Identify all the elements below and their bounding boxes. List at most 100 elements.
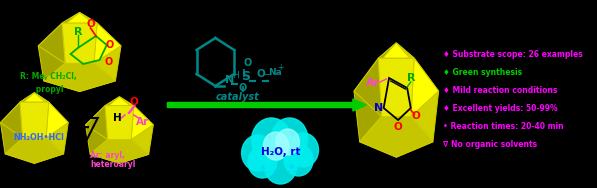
Polygon shape	[79, 12, 121, 46]
Circle shape	[264, 148, 297, 184]
Polygon shape	[38, 12, 79, 46]
Text: O: O	[104, 57, 113, 67]
Polygon shape	[85, 106, 107, 140]
Polygon shape	[354, 43, 396, 91]
Text: S: S	[241, 70, 250, 83]
Text: Ar: Ar	[366, 78, 380, 88]
Circle shape	[248, 146, 277, 178]
Text: ♦ Excellent yields: 50-99%: ♦ Excellent yields: 50-99%	[444, 104, 558, 113]
Text: -: -	[257, 168, 260, 177]
Polygon shape	[90, 140, 149, 163]
Polygon shape	[94, 46, 121, 81]
Polygon shape	[20, 93, 49, 102]
Polygon shape	[23, 138, 46, 163]
Polygon shape	[35, 138, 64, 163]
Circle shape	[263, 132, 288, 160]
Text: −: −	[263, 70, 270, 79]
Text: O: O	[239, 83, 247, 93]
Polygon shape	[90, 140, 119, 163]
Text: H: H	[113, 113, 122, 123]
Circle shape	[242, 135, 274, 171]
Text: ♦ Green synthesis: ♦ Green synthesis	[444, 68, 522, 77]
Polygon shape	[1, 123, 23, 154]
Polygon shape	[131, 125, 153, 154]
Text: ∇ No organic solvents: ∇ No organic solvents	[444, 140, 537, 149]
Polygon shape	[396, 117, 433, 157]
Polygon shape	[354, 58, 381, 117]
Polygon shape	[378, 58, 414, 117]
Text: *: *	[260, 165, 265, 175]
Polygon shape	[1, 93, 35, 123]
Polygon shape	[5, 138, 64, 163]
Text: Na: Na	[268, 68, 282, 77]
Polygon shape	[381, 117, 411, 157]
Text: N: N	[374, 103, 384, 113]
Text: O: O	[256, 69, 265, 79]
Text: O: O	[412, 111, 421, 121]
Polygon shape	[378, 43, 414, 58]
Polygon shape	[107, 140, 131, 163]
Polygon shape	[46, 102, 68, 138]
Text: O: O	[394, 122, 402, 132]
Polygon shape	[94, 23, 121, 63]
Polygon shape	[1, 102, 23, 138]
Polygon shape	[359, 117, 396, 157]
FancyArrow shape	[167, 99, 367, 111]
Text: +: +	[75, 119, 90, 137]
Polygon shape	[85, 97, 119, 125]
Text: • Reaction times: 20-40 min: • Reaction times: 20-40 min	[444, 122, 564, 131]
Polygon shape	[119, 140, 149, 163]
Polygon shape	[411, 91, 439, 142]
Text: H: H	[232, 71, 238, 80]
Text: catalyst: catalyst	[215, 92, 259, 102]
Polygon shape	[65, 63, 94, 92]
Polygon shape	[119, 97, 153, 125]
Text: heteroaryl: heteroaryl	[91, 160, 136, 169]
Text: O: O	[244, 58, 252, 68]
Text: R: Me, CH₂Cl,
      propyl: R: Me, CH₂Cl, propyl	[20, 73, 76, 94]
Text: R: R	[73, 27, 82, 37]
Text: O: O	[86, 19, 95, 29]
Text: O: O	[105, 40, 113, 50]
Text: *: *	[288, 164, 294, 174]
Text: Ar: aryl,: Ar: aryl,	[91, 151, 125, 160]
Circle shape	[272, 118, 307, 158]
Polygon shape	[38, 23, 65, 63]
Text: -: -	[286, 167, 289, 176]
Text: O: O	[130, 97, 139, 107]
Polygon shape	[46, 123, 68, 154]
Polygon shape	[44, 63, 115, 92]
Polygon shape	[85, 125, 107, 154]
Polygon shape	[105, 97, 134, 106]
Text: Ar: Ar	[136, 117, 149, 127]
Polygon shape	[359, 117, 433, 157]
Circle shape	[288, 133, 318, 167]
Text: N: N	[225, 75, 235, 85]
Polygon shape	[35, 93, 68, 123]
Circle shape	[276, 129, 300, 155]
Polygon shape	[5, 138, 35, 163]
Polygon shape	[131, 106, 153, 140]
Text: -: -	[294, 167, 297, 176]
Polygon shape	[44, 63, 79, 92]
Polygon shape	[79, 63, 115, 92]
Text: -: -	[271, 173, 274, 182]
Text: *: *	[273, 168, 279, 181]
Text: ♦ Substrate scope: 26 examples: ♦ Substrate scope: 26 examples	[444, 50, 583, 59]
Circle shape	[251, 118, 291, 162]
Text: R: R	[407, 73, 416, 83]
Text: H₂O, rt: H₂O, rt	[261, 147, 300, 157]
Text: NH₂OH•HCl: NH₂OH•HCl	[14, 133, 64, 142]
Polygon shape	[354, 91, 381, 142]
Text: ♦ Mild reaction conditions: ♦ Mild reaction conditions	[444, 86, 558, 95]
Text: -: -	[278, 173, 281, 182]
Polygon shape	[62, 12, 97, 23]
Polygon shape	[105, 106, 134, 140]
Polygon shape	[411, 58, 439, 117]
Polygon shape	[396, 43, 439, 91]
Polygon shape	[62, 23, 97, 63]
Text: +: +	[277, 63, 283, 72]
Polygon shape	[38, 46, 65, 81]
Text: -: -	[264, 168, 267, 177]
Polygon shape	[20, 102, 49, 138]
